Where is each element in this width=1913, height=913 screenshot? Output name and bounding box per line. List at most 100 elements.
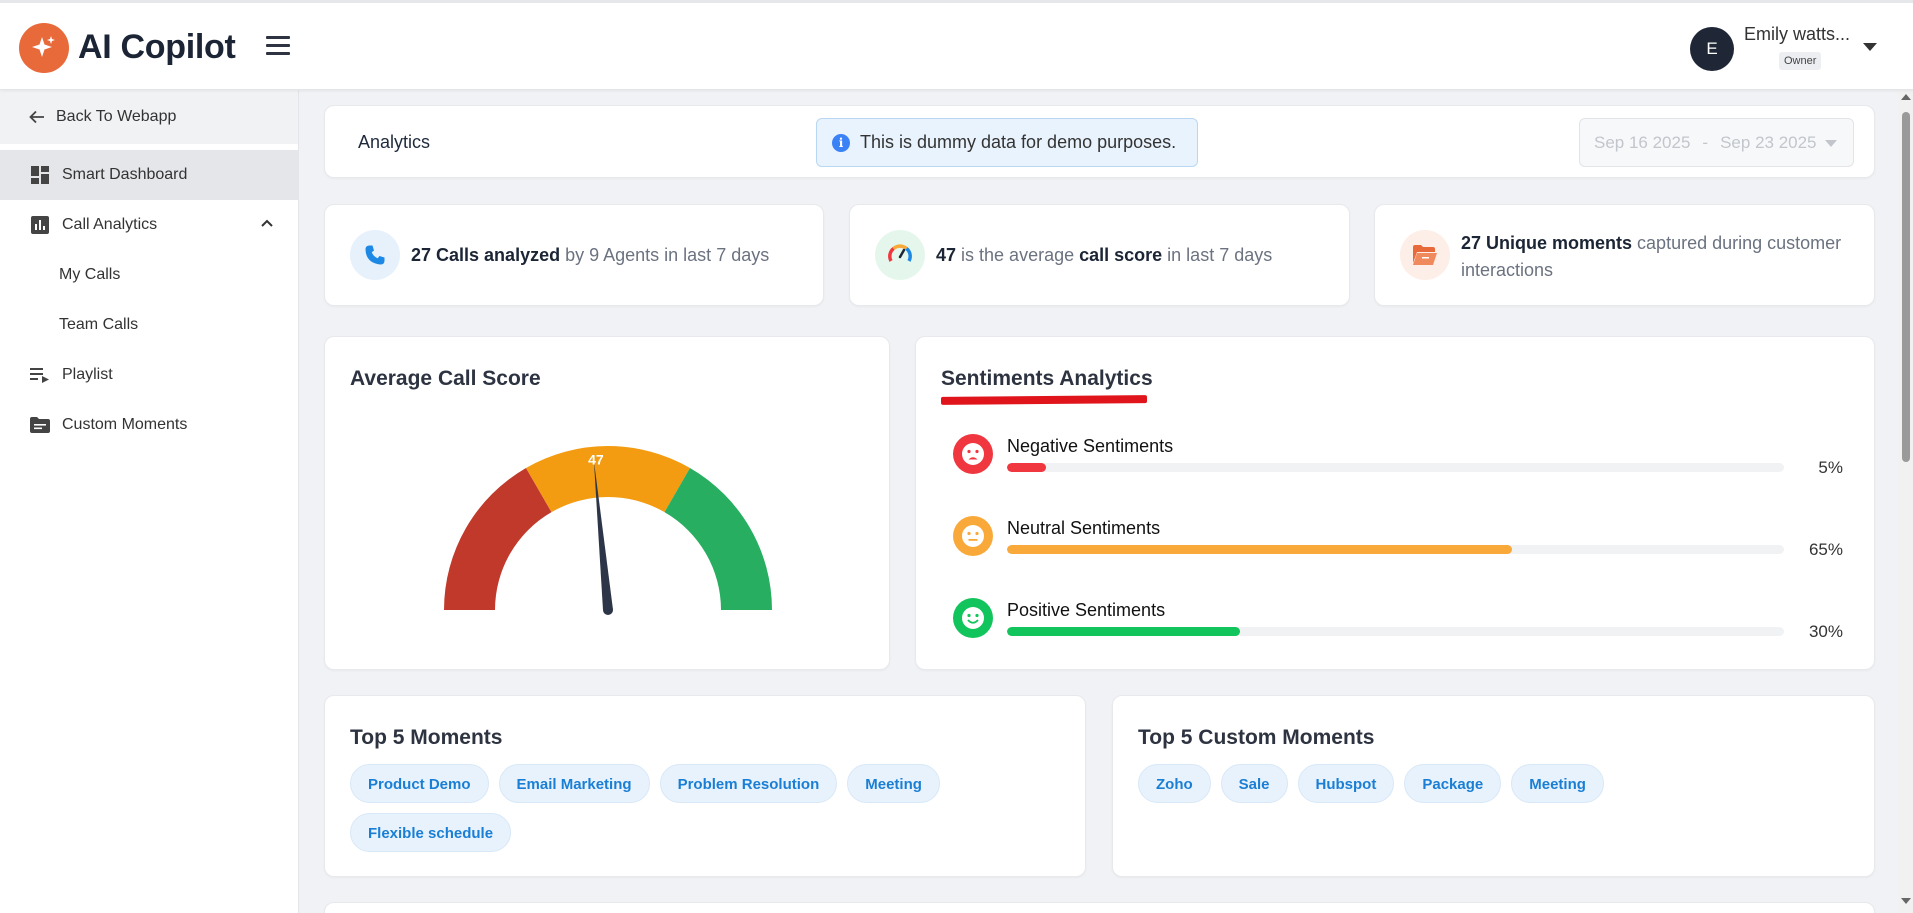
arrow-left-icon [29,110,44,124]
gauge-value-label: 47 [588,452,604,468]
sentiment-percent: 30% [1808,622,1843,641]
speedometer-icon [875,230,925,280]
logo-icon[interactable] [19,23,69,73]
sidebar-item-my-calls[interactable]: My Calls [0,250,298,300]
calls-detail: by 9 Agents in last 7 days [560,245,770,265]
sidebar-item-smart-dashboard[interactable]: Smart Dashboard [0,150,298,200]
date-to: Sep 23 2025 [1720,132,1817,152]
open-folder-icon [1400,230,1450,280]
chevron-up-icon[interactable] [260,218,274,228]
notice-text: This is dummy data for demo purposes. [860,132,1177,152]
sentiment-row-positive: Positive Sentiments 30% [953,598,1843,646]
neutral-face-icon [953,516,993,556]
smile-face-icon [953,598,993,638]
call-score-gauge: 47 [444,446,772,615]
back-to-webapp-link[interactable]: Back To Webapp [0,90,298,144]
user-role-badge: Owner [1779,52,1822,70]
sidebar: Back To Webapp Smart Dashboard Call Anal… [0,90,299,913]
gauge-zone-high [664,467,772,610]
sidebar-item-label: Smart Dashboard [62,166,188,183]
chevron-down-icon[interactable] [1863,43,1877,51]
unique-moments-text: 27 Unique moments captured during custom… [1461,230,1861,284]
sentiment-bar-fill [1007,463,1046,472]
sidebar-item-label: Team Calls [59,316,139,333]
page-scrollbar[interactable] [1898,90,1913,913]
sentiment-label: Negative Sentiments [1007,436,1174,456]
top-custom-moments-card: Top 5 Custom Moments Zoho Sale Hubspot P… [1112,695,1875,877]
sidebar-item-call-analytics[interactable]: Call Analytics [0,200,298,250]
sentiment-track [1007,627,1784,636]
sentiment-label: Neutral Sentiments [1007,518,1161,538]
sentiment-percent: 65% [1808,540,1843,559]
moments-count: 27 Unique moments [1461,233,1633,253]
calls-analyzed-text: 27 Calls analyzed by 9 Agents in last 7 … [411,242,769,269]
gauge-needle-cap [603,605,613,615]
sentiment-track [1007,545,1784,554]
analytics-header-card: Analytics i This is dummy data for demo … [324,105,1875,178]
dashboard-icon [30,165,50,185]
sidebar-item-team-calls[interactable]: Team Calls [0,300,298,350]
average-score-text: 47 is the average call score in last 7 d… [936,242,1272,269]
moment-chip[interactable]: Problem Resolution [659,764,838,803]
custom-moment-chip[interactable]: Meeting [1511,764,1604,803]
sad-face-icon [953,434,993,474]
top-moments-card: Top 5 Moments Product Demo Email Marketi… [324,695,1086,877]
custom-moment-chip[interactable]: Hubspot [1297,764,1395,803]
custom-moment-chip[interactable]: Sale [1220,764,1288,803]
sentiment-row-negative: Negative Sentiments 5% [953,434,1843,482]
moment-chips: Product Demo Email Marketing Problem Res… [350,764,1065,852]
menu-icon[interactable] [266,36,290,58]
sentiment-label: Positive Sentiments [1007,600,1166,620]
moments-detail: captured during customer interactions [1461,233,1842,280]
sidebar-item-label: Playlist [62,366,113,383]
scroll-down-arrow-icon[interactable] [1901,898,1911,904]
scroll-thumb[interactable] [1902,112,1910,462]
custom-moment-chip[interactable]: Zoho [1138,764,1211,803]
page-title: Analytics [358,132,431,152]
sidebar-item-label: Custom Moments [62,416,188,433]
average-score-card: 47 is the average call score in last 7 d… [849,204,1350,306]
score-mid: is the average [956,245,1080,265]
next-section-card [324,902,1875,913]
gauge-needle [593,460,613,611]
sentiment-row-neutral: Neutral Sentiments 65% [953,516,1843,564]
bar-chart-icon [30,215,50,235]
card-title: Average Call Score [350,367,541,390]
chevron-down-icon [1825,140,1837,147]
card-title: Top 5 Custom Moments [1138,726,1375,749]
folder-icon [30,415,50,435]
sidebar-item-label: My Calls [59,266,121,283]
gauge-zone-mid [526,446,690,513]
date-from: Sep 16 2025 [1594,132,1691,152]
date-separator: - [1702,132,1709,152]
date-range-picker[interactable]: Sep 16 2025 - Sep 23 2025 [1579,118,1854,167]
sentiments-analytics-card: Sentiments Analytics Negative Sentiments… [915,336,1875,670]
sentiment-percent: 5% [1818,458,1843,477]
card-title: Top 5 Moments [350,726,503,749]
score-value: 47 [936,245,957,265]
custom-moment-chip[interactable]: Package [1404,764,1502,803]
custom-moment-chips: Zoho Sale Hubspot Package Meeting [1138,764,1854,803]
playlist-icon [30,365,50,385]
moment-chip[interactable]: Product Demo [350,764,489,803]
gauge-zone-low [444,467,552,610]
sentiment-bar-fill [1007,545,1513,554]
calls-analyzed-card: 27 Calls analyzed by 9 Agents in last 7 … [324,204,824,306]
sentiment-track [1007,463,1784,472]
annotation-underline [940,395,1148,405]
user-name[interactable]: Emily watts... [1744,24,1851,44]
sidebar-item-playlist[interactable]: Playlist [0,350,298,400]
demo-data-notice: i This is dummy data for demo purposes. [816,118,1198,167]
moment-chip[interactable]: Email Marketing [498,764,650,803]
scroll-up-arrow-icon[interactable] [1901,94,1911,100]
calls-count: 27 Calls analyzed [411,245,561,265]
info-icon: i [832,133,850,152]
sidebar-item-label: Call Analytics [62,216,158,233]
avatar[interactable]: E [1690,27,1734,71]
sidebar-item-custom-moments[interactable]: Custom Moments [0,400,298,450]
moment-chip[interactable]: Meeting [847,764,940,803]
score-key: call score [1079,245,1163,265]
app-name[interactable]: AI Copilot [78,28,236,66]
score-detail: in last 7 days [1162,245,1273,265]
moment-chip[interactable]: Flexible schedule [350,813,512,852]
